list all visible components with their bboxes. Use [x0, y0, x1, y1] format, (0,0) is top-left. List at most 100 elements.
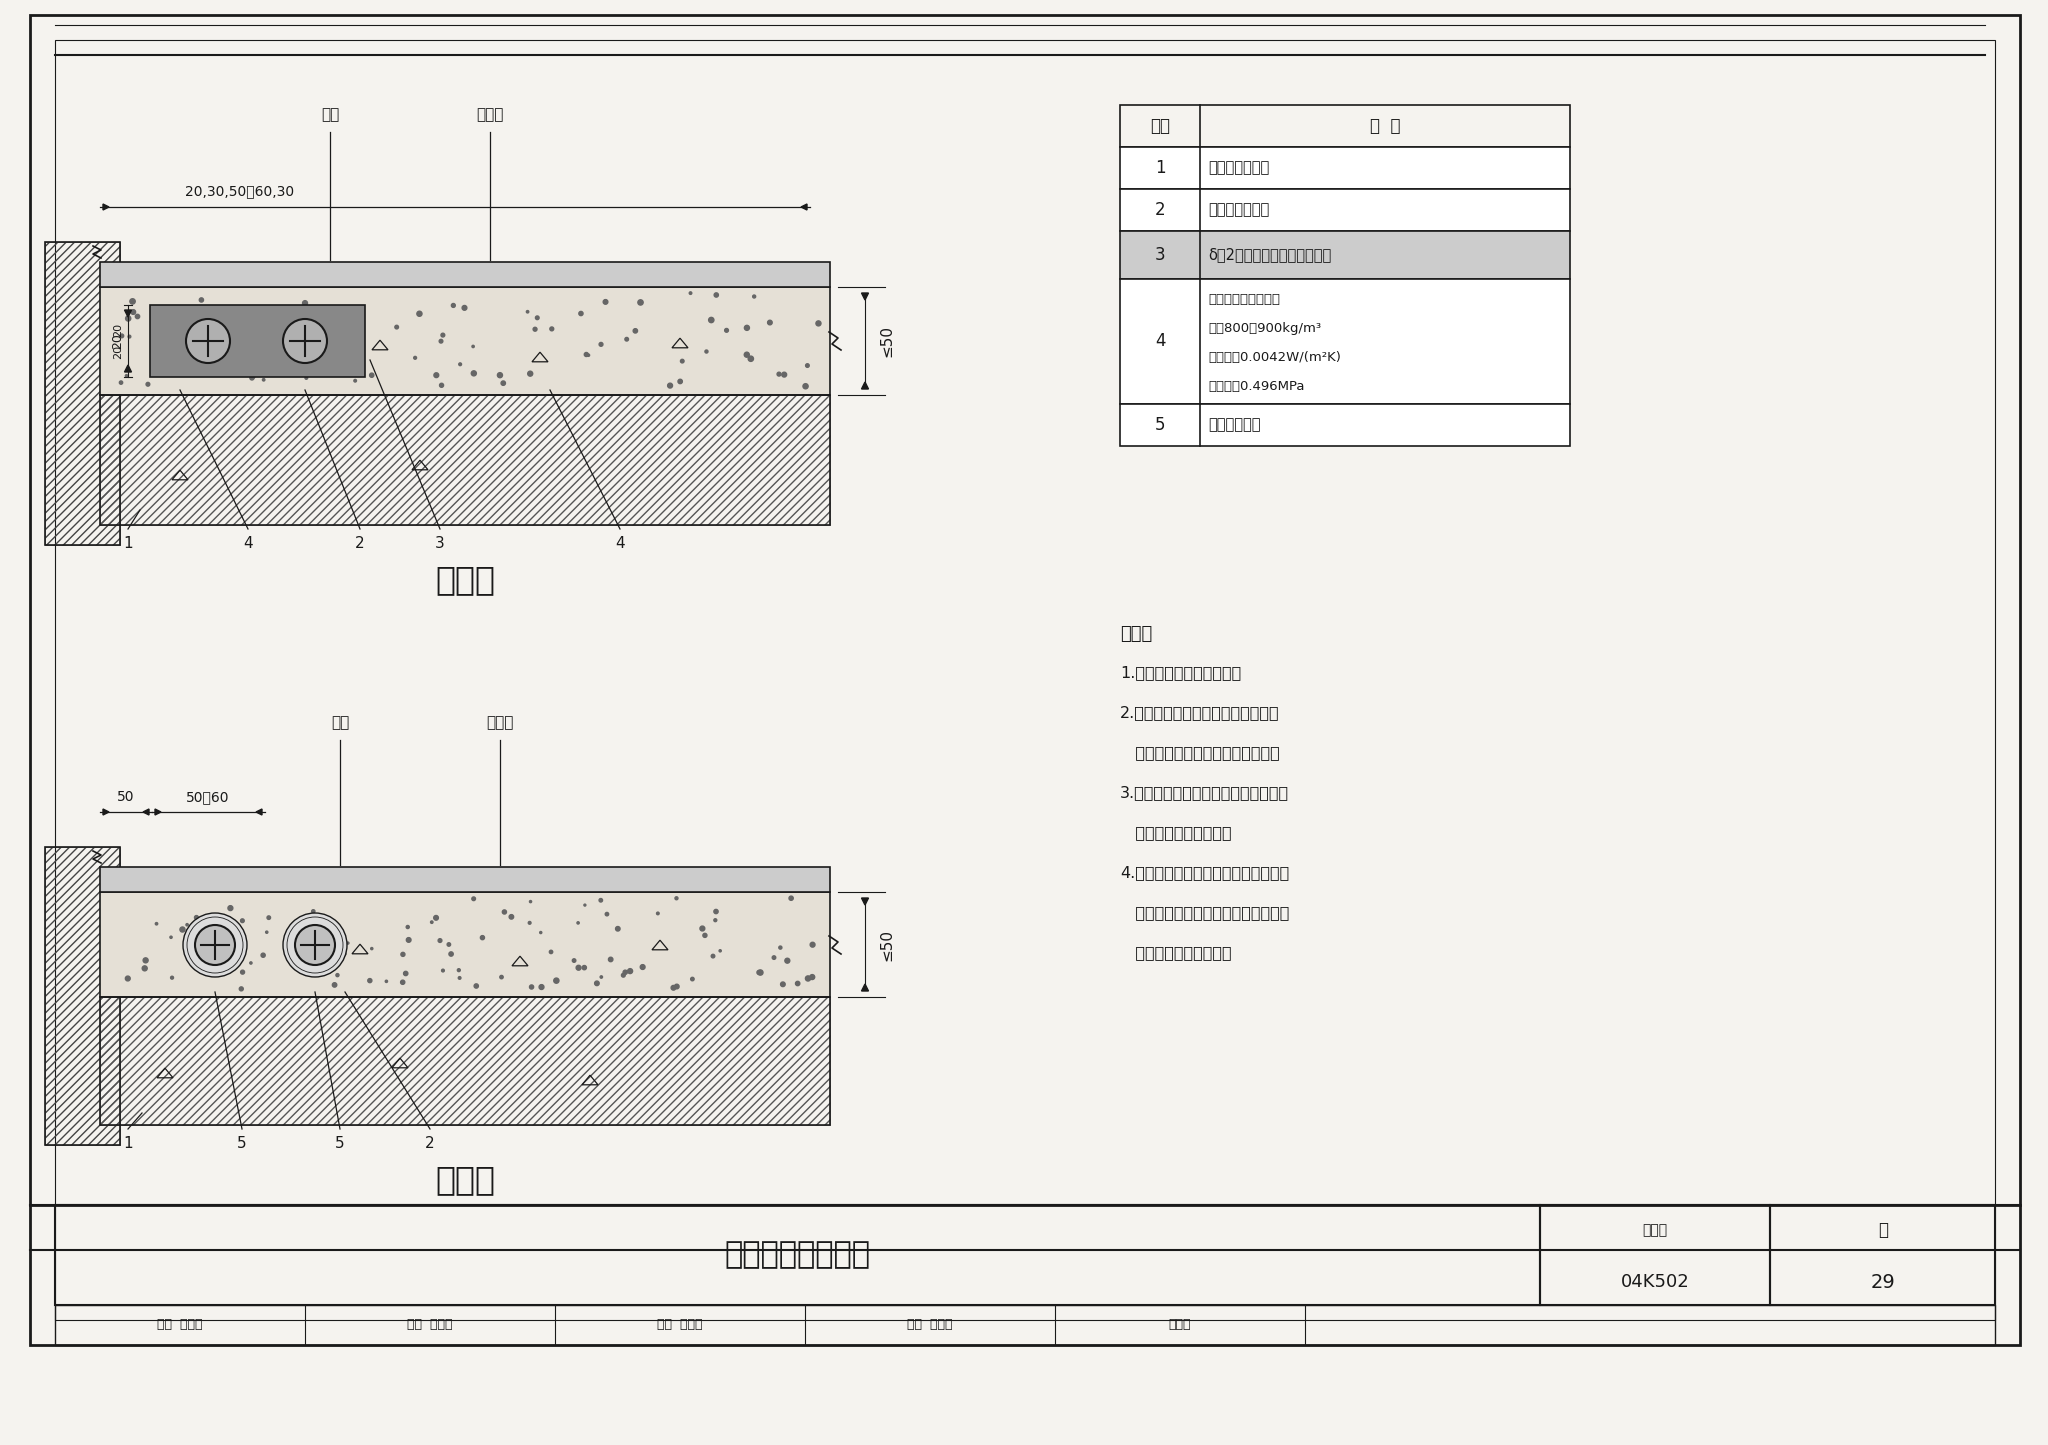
Text: 填充层: 填充层 [485, 715, 514, 730]
Polygon shape [102, 204, 109, 210]
Point [291, 367, 324, 390]
Point [424, 929, 457, 952]
Point [627, 955, 659, 978]
Point [432, 933, 465, 957]
Point [793, 967, 825, 990]
Point [156, 302, 188, 325]
Text: ≤50: ≤50 [879, 929, 895, 961]
Text: 4: 4 [1155, 332, 1165, 350]
Text: 5: 5 [1155, 416, 1165, 434]
Bar [1120, 405, 1571, 447]
Text: 2: 2 [354, 536, 365, 551]
Text: 20: 20 [113, 324, 123, 337]
Point [743, 961, 776, 984]
Point [688, 923, 721, 946]
Point [356, 364, 389, 387]
Point [686, 918, 719, 941]
Point [444, 353, 477, 376]
Point [535, 318, 567, 341]
Point [590, 903, 623, 926]
Point [225, 977, 258, 1000]
Point [780, 972, 813, 996]
Point [139, 912, 172, 935]
Point [541, 970, 573, 993]
Point [129, 949, 162, 972]
Point [571, 344, 604, 367]
Text: 面层: 面层 [332, 715, 348, 730]
Text: 填充层: 填充层 [477, 107, 504, 121]
Point [184, 354, 217, 377]
Text: 埋地管道做法示意: 埋地管道做法示意 [725, 1240, 870, 1270]
Bar [150, 305, 365, 377]
Point [580, 972, 612, 996]
Polygon shape [125, 311, 131, 316]
Point [698, 909, 731, 932]
Point [737, 285, 770, 308]
Text: δ＝2塑料槽（根据情况选用）: δ＝2塑料槽（根据情况选用） [1208, 247, 1331, 263]
Point [426, 959, 459, 983]
Point [514, 890, 547, 913]
Point [457, 335, 489, 358]
Point [602, 918, 635, 941]
Point [252, 906, 285, 929]
Point [657, 977, 690, 1000]
Text: 20,30,50～60,30: 20,30,50～60,30 [186, 184, 295, 198]
Text: 埋地采暖供水管: 埋地采暖供水管 [1208, 160, 1270, 175]
Point [584, 889, 616, 912]
Bar [1769, 1205, 1995, 1305]
Point [289, 292, 322, 315]
Text: 形式二: 形式二 [434, 1163, 496, 1196]
Point [113, 306, 145, 329]
Point [436, 293, 469, 316]
Point [131, 373, 164, 396]
Text: 面层: 面层 [322, 107, 340, 121]
Point [561, 912, 594, 935]
Point [797, 965, 829, 988]
Point [182, 350, 215, 373]
Point [393, 928, 426, 951]
Text: 3: 3 [1155, 246, 1165, 264]
Point [457, 361, 489, 384]
Point [788, 374, 821, 397]
Point [524, 975, 557, 998]
Point [762, 363, 795, 386]
Point [334, 311, 367, 334]
Point [322, 964, 354, 987]
Point [512, 301, 545, 324]
Text: 4: 4 [244, 536, 252, 551]
Point [449, 296, 481, 319]
Text: 5: 5 [238, 1136, 248, 1150]
Circle shape [182, 913, 248, 977]
Bar [100, 394, 829, 525]
Point [297, 900, 330, 923]
Point [190, 305, 223, 328]
Point [514, 363, 547, 386]
Point [754, 311, 786, 334]
Point [170, 913, 203, 936]
Point [791, 354, 823, 377]
Text: 04K502: 04K502 [1620, 1273, 1690, 1290]
Text: 设计  刘春花: 设计 刘春花 [408, 1318, 453, 1331]
Point [608, 961, 641, 984]
Point [584, 332, 616, 355]
Bar [45, 847, 121, 1144]
Point [236, 951, 268, 974]
Point [594, 948, 627, 971]
Text: 1: 1 [1155, 159, 1165, 176]
Point [248, 340, 281, 363]
Bar [55, 1305, 1995, 1345]
Point [442, 958, 475, 981]
Point [653, 374, 686, 397]
Point [356, 936, 389, 959]
Polygon shape [801, 204, 807, 210]
Text: 管道宜采取绝热措施。: 管道宜采取绝热措施。 [1120, 825, 1231, 840]
Text: 4: 4 [614, 536, 625, 551]
Circle shape [283, 319, 328, 363]
Text: 1: 1 [123, 536, 133, 551]
Polygon shape [862, 293, 868, 301]
Point [117, 301, 150, 324]
Text: 50～60: 50～60 [186, 790, 229, 803]
Point [111, 967, 143, 990]
Point [420, 364, 453, 387]
Point [664, 370, 696, 393]
